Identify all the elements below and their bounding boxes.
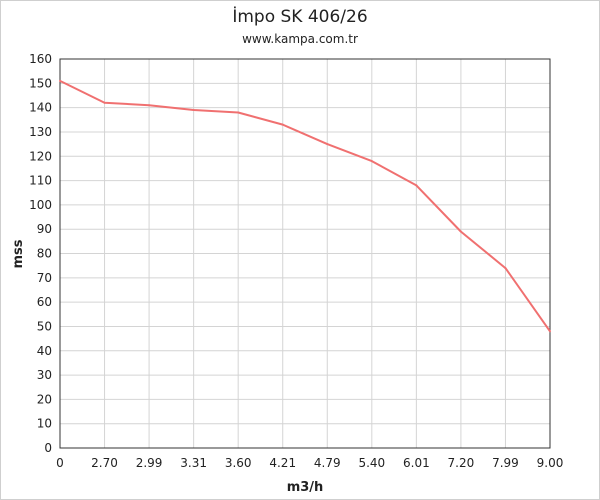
data-point — [148, 104, 151, 107]
y-tick-label: 70 — [37, 271, 52, 285]
x-tick-labels: 0 2.70 2.99 3.31 3.60 4.21 4.79 5.40 6.01 7.20 7.9… — [56, 456, 563, 470]
x-tick-label: 3.31 — [180, 456, 207, 470]
x-tick-label: 5.40 — [358, 456, 385, 470]
x-tick-label: 0 — [56, 456, 64, 470]
y-tick-label: 90 — [37, 222, 52, 236]
x-tick-label: 2.70 — [91, 456, 118, 470]
y-tick-label: 20 — [37, 392, 52, 406]
data-point — [281, 123, 284, 126]
data-point — [59, 79, 61, 82]
y-tick-labels: 0 10 20 30 40 50 60 70 80 90 100 110 120 130 140 150 160 — [29, 52, 52, 455]
data-point — [237, 111, 240, 114]
x-tick-label: 3.60 — [225, 456, 252, 470]
data-point — [549, 330, 551, 333]
y-tick-label: 30 — [37, 368, 52, 382]
plot-border — [59, 58, 551, 449]
series-line — [59, 79, 551, 332]
data-point — [103, 101, 106, 104]
x-axis-label: m3/h — [287, 480, 324, 495]
y-tick-label: 130 — [29, 125, 52, 139]
y-tick-label: 140 — [29, 101, 52, 115]
x-tick-label: 7.99 — [492, 456, 519, 470]
y-tick-label: 0 — [44, 441, 52, 455]
data-point — [415, 184, 418, 187]
y-tick-label: 120 — [29, 149, 52, 163]
x-tick-label: 6.01 — [403, 456, 430, 470]
x-tick-label: 4.79 — [314, 456, 341, 470]
y-tick-label: 150 — [29, 76, 52, 90]
data-point — [504, 267, 507, 270]
x-tick-label: 7.20 — [448, 456, 475, 470]
y-axis-label: mss — [11, 239, 26, 268]
y-tick-label: 50 — [37, 319, 52, 333]
x-tick-label: 4.21 — [269, 456, 296, 470]
x-tick-label: 9.00 — [537, 456, 564, 470]
y-tick-label: 160 — [29, 52, 52, 66]
chart-title: İmpo SK 406/26 — [232, 7, 368, 27]
x-tick-label: 2.99 — [136, 456, 163, 470]
data-point — [370, 160, 373, 163]
grid-lines — [59, 58, 551, 449]
y-tick-label: 40 — [37, 344, 52, 358]
data-point — [459, 230, 462, 233]
data-point — [192, 109, 195, 112]
y-tick-label: 60 — [37, 295, 52, 309]
chart-subtitle: www.kampa.com.tr — [242, 32, 358, 46]
data-point — [326, 143, 329, 146]
y-tick-label: 100 — [29, 198, 52, 212]
y-tick-label: 110 — [29, 174, 52, 188]
series-line-group — [59, 79, 551, 333]
y-tick-label: 80 — [37, 247, 52, 261]
y-tick-label: 10 — [37, 417, 52, 431]
